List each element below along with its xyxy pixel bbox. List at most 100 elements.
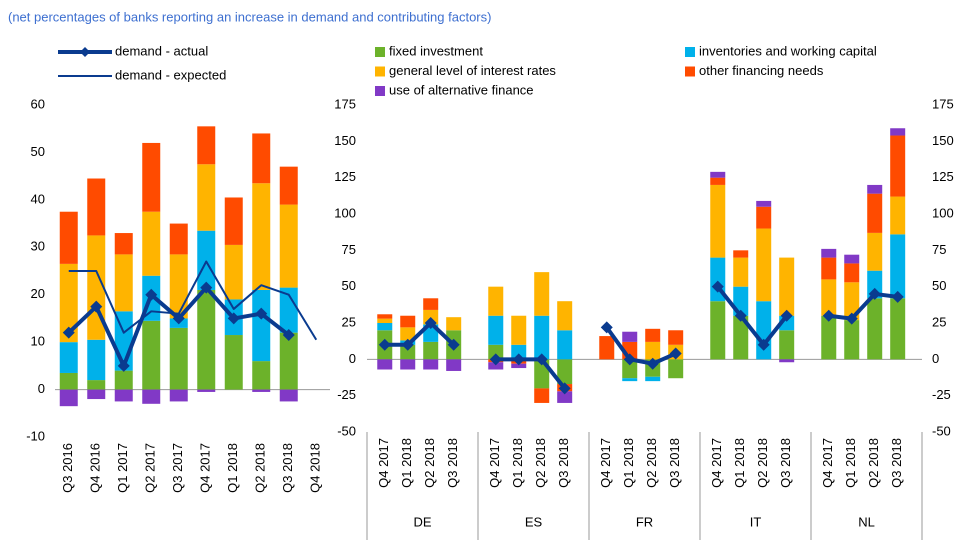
x-tick-label: Q1 2018 bbox=[621, 438, 636, 488]
bar bbox=[844, 263, 860, 283]
bar bbox=[488, 286, 504, 316]
x-tick-label: Q4 2017 bbox=[598, 438, 613, 488]
line-marker bbox=[200, 281, 213, 294]
bar bbox=[377, 318, 393, 323]
y-tick-label: 50 bbox=[932, 278, 946, 293]
bar bbox=[279, 204, 298, 288]
line-marker bbox=[845, 312, 858, 325]
bar bbox=[733, 315, 749, 360]
bar bbox=[59, 372, 78, 390]
line-marker bbox=[822, 309, 835, 322]
bar bbox=[87, 380, 106, 390]
bar bbox=[557, 330, 573, 360]
bar bbox=[279, 332, 298, 390]
legend-label: general level of interest rates bbox=[389, 63, 556, 78]
bar bbox=[511, 344, 527, 360]
bar bbox=[224, 197, 243, 245]
line-marker bbox=[172, 312, 185, 325]
line bbox=[828, 291, 898, 321]
bar bbox=[756, 228, 772, 302]
y-tick-label: -25 bbox=[337, 387, 356, 402]
legend-swatch bbox=[375, 47, 385, 57]
bar bbox=[890, 234, 906, 299]
bar bbox=[114, 389, 133, 402]
bar bbox=[557, 301, 573, 331]
bar bbox=[400, 359, 416, 370]
bar bbox=[87, 339, 106, 381]
group-label: NL bbox=[858, 514, 875, 529]
bar bbox=[142, 320, 161, 390]
bar bbox=[59, 263, 78, 343]
legend-swatch bbox=[685, 66, 695, 77]
line-marker bbox=[401, 338, 414, 351]
legend-label: use of alternative finance bbox=[389, 82, 534, 97]
x-tick-label: Q3 2018 bbox=[889, 438, 904, 488]
bar bbox=[142, 389, 161, 404]
bar bbox=[446, 317, 462, 331]
y-tick-label: 75 bbox=[932, 242, 946, 257]
y-tick-label: 100 bbox=[932, 205, 954, 220]
x-tick-label: Q2 2018 bbox=[422, 438, 437, 488]
bar bbox=[867, 232, 883, 271]
x-tick-label: Q3 2018 bbox=[667, 438, 682, 488]
y-tick-label: 10 bbox=[31, 334, 45, 349]
bar bbox=[224, 335, 243, 390]
bar bbox=[821, 248, 837, 258]
x-tick-label: Q4 2017 bbox=[709, 438, 724, 488]
line-marker bbox=[145, 288, 158, 301]
line-marker bbox=[711, 280, 724, 293]
bar bbox=[867, 184, 883, 194]
x-tick-label: Q3 2018 bbox=[556, 438, 571, 488]
bar bbox=[197, 389, 216, 392]
bar bbox=[87, 178, 106, 236]
bar bbox=[534, 272, 550, 316]
bar bbox=[733, 250, 749, 258]
line-marker bbox=[780, 309, 793, 322]
bar bbox=[534, 315, 550, 360]
bar bbox=[890, 196, 906, 235]
bar bbox=[252, 361, 271, 390]
bar bbox=[710, 177, 726, 185]
legend-label: fixed investment bbox=[389, 43, 483, 58]
bar bbox=[169, 254, 188, 319]
y-tick-label: 0 bbox=[932, 351, 939, 366]
y-tick-label: 25 bbox=[342, 314, 356, 329]
bar bbox=[377, 314, 393, 319]
legend-marker bbox=[80, 47, 90, 57]
legend-label: inventories and working capital bbox=[699, 43, 877, 58]
bar bbox=[197, 289, 216, 390]
x-tick-label: Q4 2017 bbox=[376, 438, 391, 488]
y-tick-label: 60 bbox=[31, 96, 45, 111]
bar bbox=[557, 391, 573, 403]
chart-subtitle: (net percentages of banks reporting an i… bbox=[8, 9, 491, 24]
line-marker bbox=[424, 317, 437, 329]
legend-label: demand - actual bbox=[115, 43, 208, 58]
line-marker bbox=[558, 382, 571, 395]
bar bbox=[867, 298, 883, 360]
line-marker bbox=[623, 353, 636, 366]
line-marker bbox=[489, 353, 502, 366]
bar bbox=[197, 164, 216, 231]
y-tick-label: 20 bbox=[31, 286, 45, 301]
bar bbox=[779, 330, 795, 360]
line-marker bbox=[868, 287, 881, 300]
line-marker bbox=[62, 326, 75, 339]
line-marker bbox=[512, 353, 525, 366]
legend-swatch bbox=[375, 86, 385, 96]
y-tick-label: 30 bbox=[31, 239, 45, 254]
bar bbox=[890, 298, 906, 360]
y-tick-label: 175 bbox=[932, 96, 954, 111]
bar bbox=[197, 126, 216, 165]
bar bbox=[844, 282, 860, 321]
line bbox=[68, 260, 318, 341]
bar bbox=[821, 315, 837, 360]
bar bbox=[867, 270, 883, 299]
y-tick-label: 150 bbox=[334, 133, 356, 148]
y-tick-label: 75 bbox=[342, 242, 356, 257]
x-tick-label: Q1 2018 bbox=[399, 438, 414, 488]
x-tick-label: Q2 2018 bbox=[755, 438, 770, 488]
line-marker bbox=[90, 300, 103, 313]
y-tick-label: 150 bbox=[932, 133, 954, 148]
bar bbox=[169, 223, 188, 255]
bar bbox=[890, 135, 906, 197]
